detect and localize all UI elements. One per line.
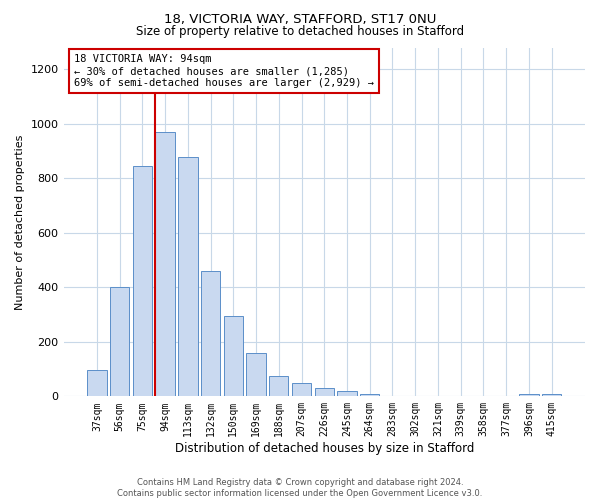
- Bar: [269, 376, 289, 396]
- Bar: [292, 382, 311, 396]
- Bar: [178, 156, 197, 396]
- X-axis label: Distribution of detached houses by size in Stafford: Distribution of detached houses by size …: [175, 442, 474, 455]
- Bar: [155, 132, 175, 396]
- Bar: [224, 316, 243, 396]
- Bar: [133, 166, 152, 396]
- Bar: [314, 388, 334, 396]
- Text: Contains HM Land Registry data © Crown copyright and database right 2024.
Contai: Contains HM Land Registry data © Crown c…: [118, 478, 482, 498]
- Bar: [542, 394, 561, 396]
- Text: 18, VICTORIA WAY, STAFFORD, ST17 0NU: 18, VICTORIA WAY, STAFFORD, ST17 0NU: [164, 12, 436, 26]
- Text: Size of property relative to detached houses in Stafford: Size of property relative to detached ho…: [136, 25, 464, 38]
- Bar: [360, 394, 379, 396]
- Text: 18 VICTORIA WAY: 94sqm
← 30% of detached houses are smaller (1,285)
69% of semi-: 18 VICTORIA WAY: 94sqm ← 30% of detached…: [74, 54, 374, 88]
- Y-axis label: Number of detached properties: Number of detached properties: [15, 134, 25, 310]
- Bar: [519, 394, 539, 396]
- Bar: [337, 391, 356, 396]
- Bar: [87, 370, 107, 396]
- Bar: [110, 288, 130, 397]
- Bar: [201, 271, 220, 396]
- Bar: [247, 352, 266, 397]
